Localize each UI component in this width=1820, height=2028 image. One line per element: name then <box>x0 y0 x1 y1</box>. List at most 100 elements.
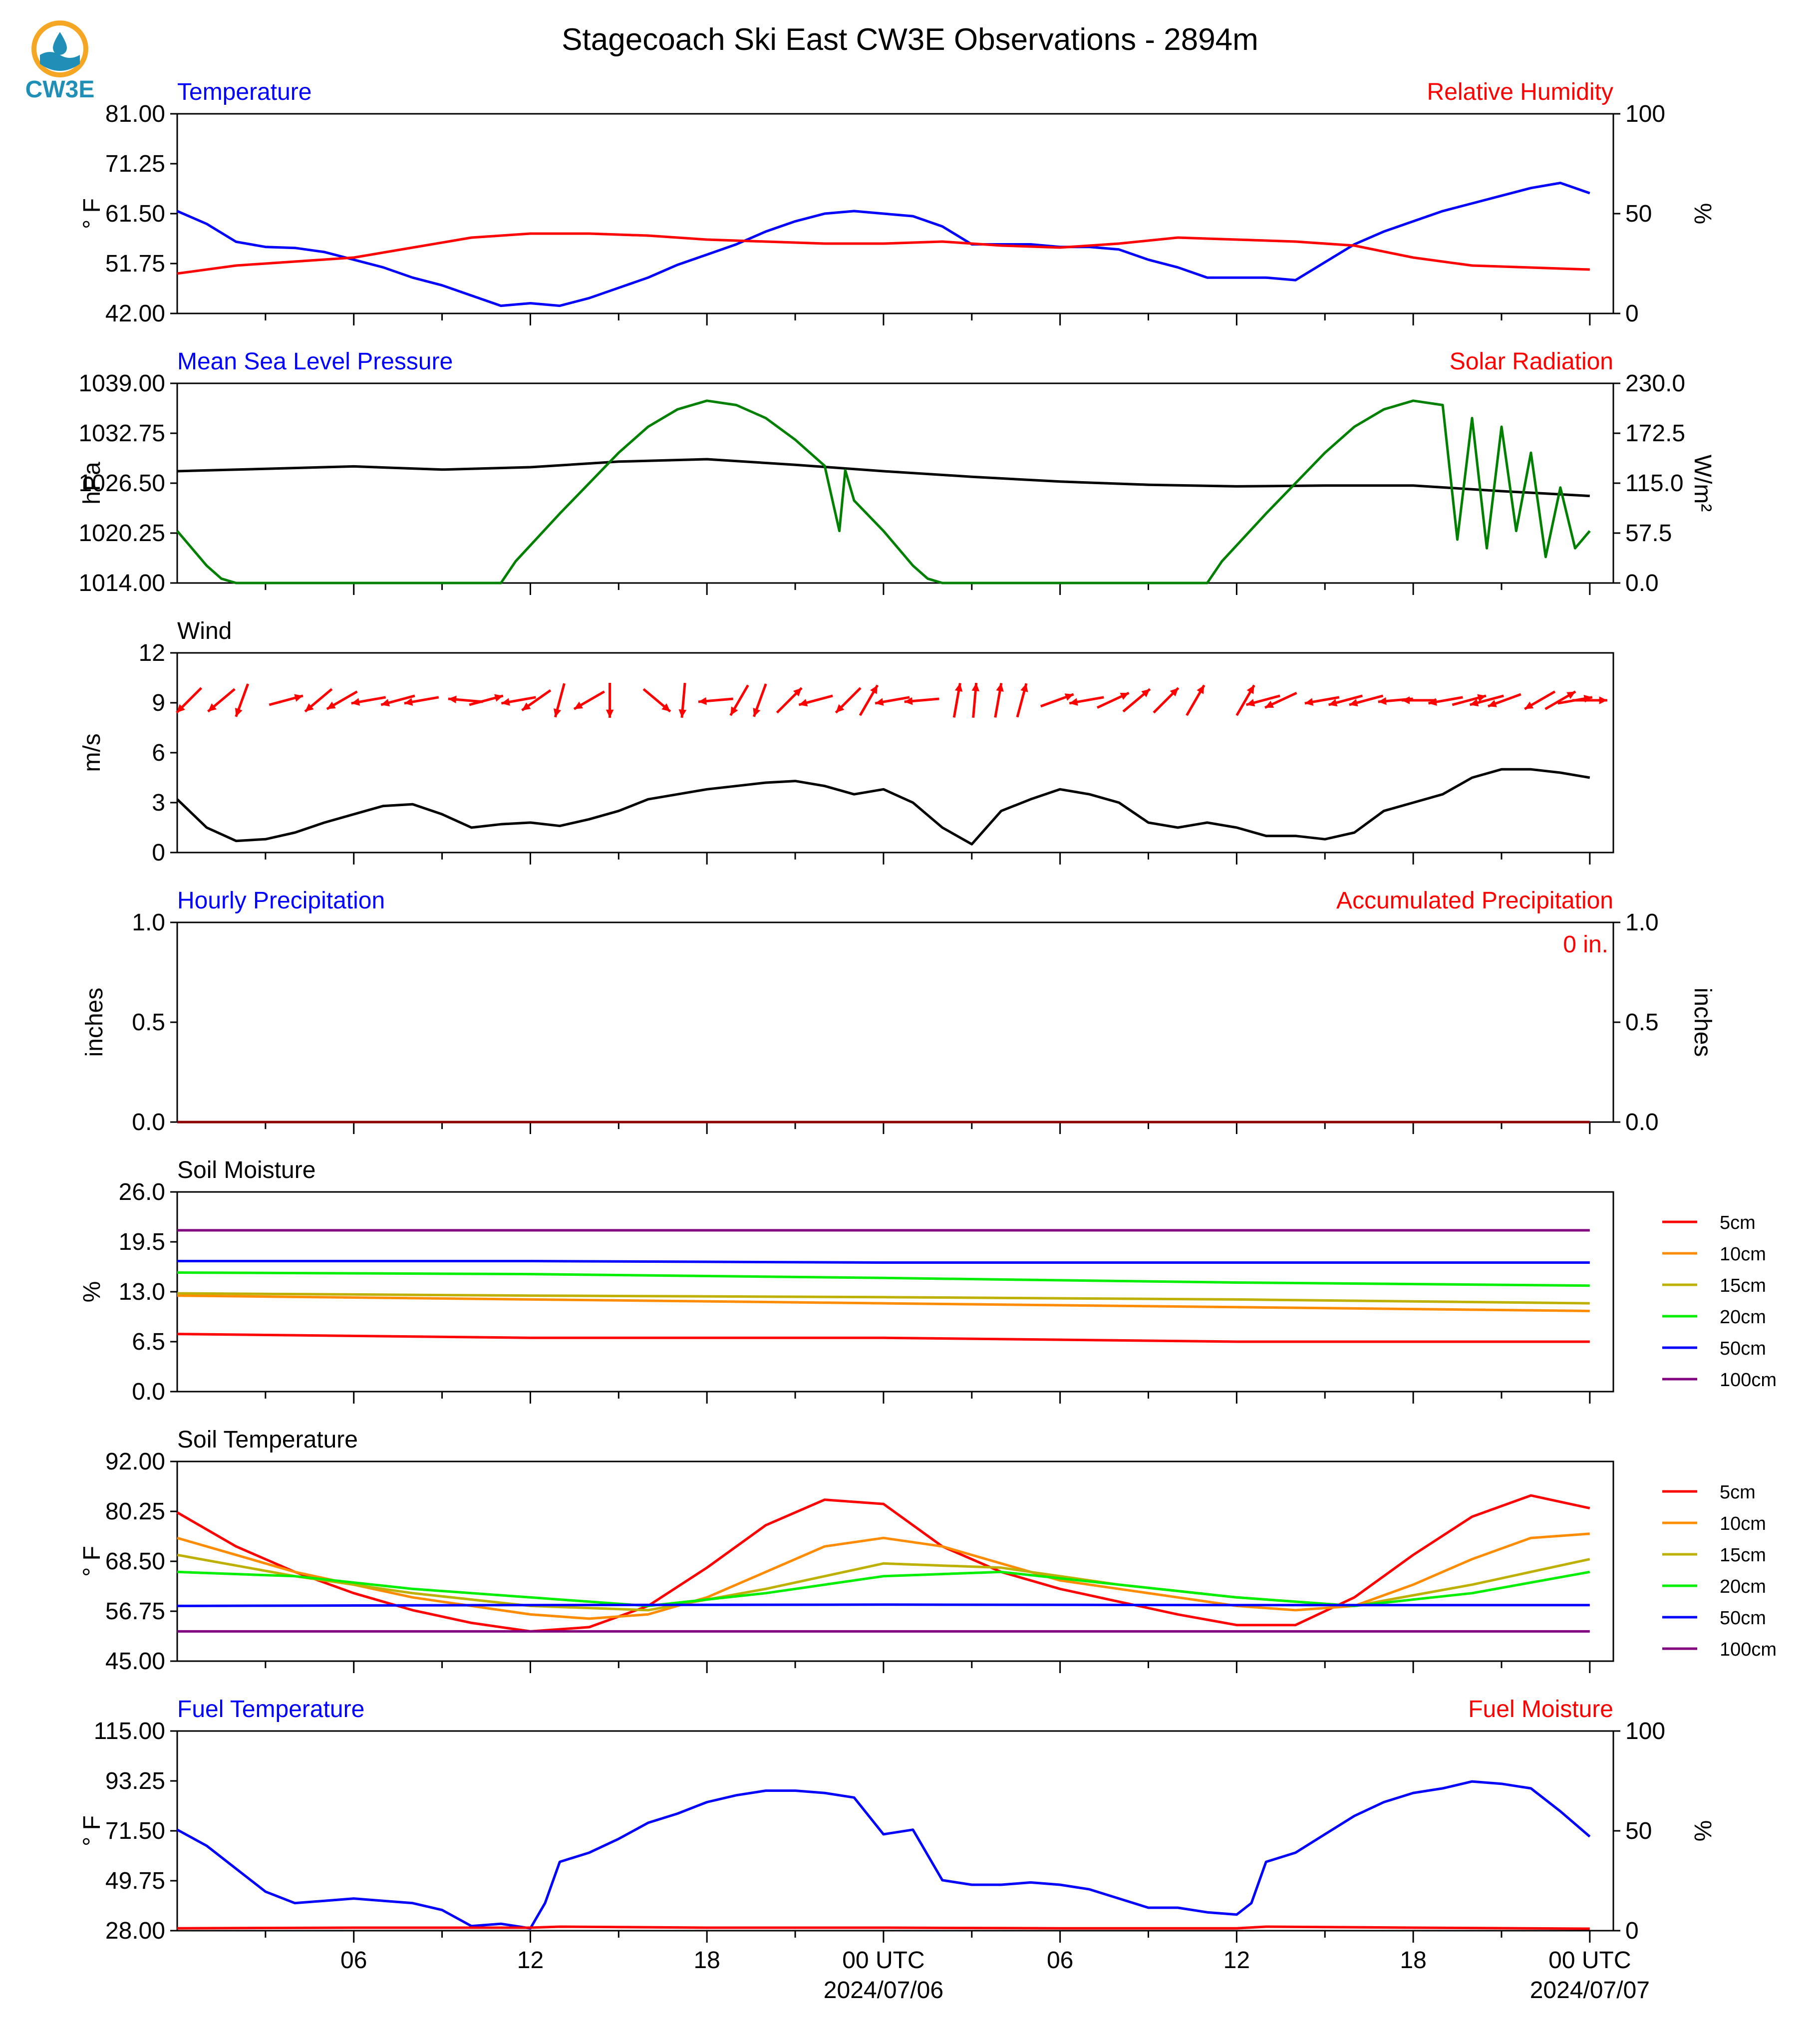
y-tick-label: 81.00 <box>105 101 165 127</box>
wind-arrow <box>1122 688 1151 713</box>
wind-arrow-head <box>698 697 707 705</box>
wind-arrow <box>776 687 803 714</box>
x-axis-labels: 06 12 18 00 UTC 2024/07/06 06 12 18 00 UTC 2024/0… <box>340 1947 1650 2004</box>
wind-arrow <box>798 694 833 707</box>
series-line-relative-humidity <box>177 232 1590 275</box>
wind-arrow <box>1572 696 1607 704</box>
x-tick-label: 06 <box>340 1947 367 1974</box>
y-tick-label: 6.5 <box>132 1329 165 1355</box>
wind-arrow <box>176 687 203 714</box>
y2-tick-label: 0.0 <box>1625 1109 1659 1136</box>
wind-arrow <box>952 683 963 718</box>
wind-arrow <box>553 683 566 718</box>
y-tick-label: 0 <box>152 840 165 866</box>
wind-arrow-head <box>793 688 802 697</box>
wind-arrow-head <box>494 694 503 702</box>
wind-arrow-head <box>971 683 980 691</box>
wind-arrow <box>1488 693 1521 708</box>
wind-arrow-head <box>1349 699 1358 707</box>
y-axis-label: ° F <box>79 1546 105 1577</box>
y-tick-label: 3 <box>152 790 165 816</box>
wind-arrow-head <box>522 702 531 711</box>
wind-arrow <box>380 694 415 707</box>
y-axis-label: % <box>79 1281 105 1303</box>
series-line-fuel-moisture <box>177 1925 1590 1930</box>
wind-arrow-head <box>404 698 413 706</box>
x-tick-label: 18 <box>693 1947 720 1974</box>
legend-label: 100cm <box>1720 1639 1777 1660</box>
panel-wind: Wind 0 3 6 9 12 m/s <box>79 618 1614 866</box>
x-tick-label: 18 <box>1400 1947 1426 1974</box>
panel-title-left: Mean Sea Level Pressure <box>177 348 453 375</box>
wind-arrow-head <box>1120 692 1129 700</box>
y-tick-label: 92.00 <box>105 1449 165 1475</box>
panel-precipitation: Hourly Precipitation Accumulated Precipit… <box>81 887 1716 1136</box>
legend-label: 20cm <box>1720 1307 1766 1328</box>
wind-arrow-head <box>1141 689 1150 697</box>
y2-tick-label: 0 <box>1625 1918 1639 1944</box>
legend-label: 100cm <box>1720 1370 1777 1391</box>
wind-arrow-head <box>678 709 687 718</box>
y-tick-label: 1.0 <box>132 909 165 936</box>
y-tick-label: 0.0 <box>132 1109 165 1136</box>
panel-soil_moisture: Soil Moisture 0.0 6.5 13.0 19.5 26.0% 5cm 10cm 1… <box>79 1157 1777 1405</box>
series-line-wind <box>176 768 1590 846</box>
legend: 5cm 10cm 15cm 20cm 50cm 100cm <box>1662 1212 1777 1391</box>
x-date-label: 2024/07/07 <box>1530 1977 1650 2004</box>
wind-arrow <box>501 696 536 706</box>
y-tick-label: 93.25 <box>105 1768 165 1794</box>
panel-title-right: Fuel Moisture <box>1468 1696 1613 1723</box>
y-tick-label: 51.75 <box>105 251 165 277</box>
y-tick-label: 115.00 <box>94 1718 165 1744</box>
wind-arrow <box>304 688 333 713</box>
x-tick-label: 00 UTC <box>842 1947 924 1974</box>
y-tick-label: 80.25 <box>105 1498 165 1525</box>
wind-arrow <box>1401 696 1437 704</box>
y2-axis-label: % <box>1689 203 1716 225</box>
panel-fuel: Fuel Temperature Fuel Moisture 28.00 49.75 7… <box>79 1696 1716 1944</box>
y2-tick-label: 230.0 <box>1625 370 1685 397</box>
panel-pressure: Mean Sea Level Pressure Solar Radiation 10… <box>78 348 1716 596</box>
y-tick-label: 61.50 <box>105 201 165 227</box>
wind-arrow <box>1186 684 1206 716</box>
y2-tick-label: 0.0 <box>1625 570 1659 596</box>
y-tick-label: 19.5 <box>119 1229 165 1255</box>
legend-label: 5cm <box>1720 1482 1756 1503</box>
y-tick-label: 71.25 <box>105 151 165 177</box>
y-tick-label: 1014.00 <box>78 570 165 596</box>
y2-tick-label: 57.5 <box>1625 520 1672 547</box>
series-line-10cm <box>177 1294 1590 1312</box>
legend-label: 15cm <box>1720 1275 1766 1296</box>
y-axis-label: inches <box>81 988 108 1057</box>
series-line-50cm <box>177 1260 1590 1264</box>
y-tick-label: 0.0 <box>132 1379 165 1405</box>
wind-arrow-head <box>606 709 614 718</box>
wind-arrow <box>469 694 504 706</box>
panels: Temperature Relative Humidity42.0051.7561… <box>78 79 1777 2004</box>
y-tick-label: 0.5 <box>132 1009 165 1036</box>
series-line-5cm <box>177 1333 1590 1343</box>
wind-arrow-head <box>836 704 845 713</box>
legend-label: 20cm <box>1720 1576 1766 1597</box>
wind-arrow <box>859 684 879 716</box>
series-line-15cm <box>177 1292 1590 1305</box>
wind-arrow-head <box>294 694 303 702</box>
y-tick-label: 9 <box>152 690 165 716</box>
y2-tick-label: 50 <box>1625 201 1652 227</box>
y-axis-label: ° F <box>79 1815 105 1846</box>
wind-arrow-head <box>448 695 457 704</box>
wind-arrow-head <box>326 701 336 709</box>
x-tick-label: 12 <box>1223 1947 1250 1974</box>
y2-tick-label: 50 <box>1625 1818 1652 1844</box>
wind-arrow-head <box>1197 685 1205 694</box>
wind-arrow-head <box>753 707 761 717</box>
wind-arrow <box>1470 694 1504 707</box>
wind-arrow-head <box>381 699 390 707</box>
wind-arrow-head <box>1064 693 1074 701</box>
wind-arrow-head <box>1524 701 1534 709</box>
y-tick-label: 1020.25 <box>78 520 165 547</box>
wind-arrow <box>606 683 614 718</box>
y-tick-label: 56.75 <box>105 1598 165 1625</box>
wind-arrow <box>448 695 483 704</box>
